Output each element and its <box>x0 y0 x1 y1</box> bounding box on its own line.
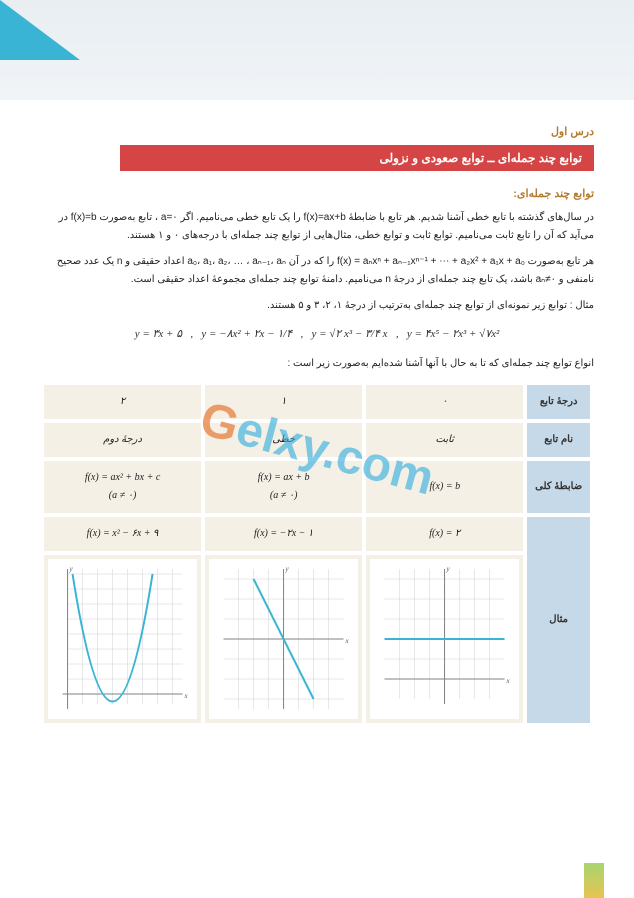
header-degree: درجهٔ تابع <box>527 385 590 419</box>
example-label: مثال : توابع زیر نمونه‌ای از توابع چند ج… <box>40 297 594 315</box>
formula-1: y = ۳x + ۵ <box>135 328 182 340</box>
cell-degree-0: ۰ <box>366 385 523 419</box>
header-name: نام تابع <box>527 423 590 457</box>
section-title: توابع چند جمله‌ای: <box>40 185 594 205</box>
cell-ex-formula-0: f(x) = ۲ <box>366 517 523 551</box>
cell-degree-2: ۲ <box>44 385 201 419</box>
formula-3: y = √۲ x³ − ۳/۴ x <box>311 328 387 340</box>
cell-form-1: f(x) = ax + b(a ≠ ۰) <box>205 461 362 513</box>
chapter-title: توابع چند جمله‌ای ــ توابع صعودی و نزولی <box>120 145 594 171</box>
formula-4: y = ۴x⁵ − ۲x³ + √۷x² <box>407 328 499 340</box>
graph-quadratic: x y <box>44 555 201 723</box>
cell-form-0: f(x) = b <box>366 461 523 513</box>
cell-ex-formula-1: f(x) = −۲x − ۱ <box>205 517 362 551</box>
paragraph-1: در سال‌های گذشته با تابع خطی آشنا شدیم. … <box>40 209 594 245</box>
formula-2: y = −۸x² + ۲x − ۱/۴ <box>201 328 292 340</box>
header-example: مثال <box>527 517 590 723</box>
cell-name-2: درجهٔ دوم <box>44 423 201 457</box>
lesson-label: درس اول <box>551 125 594 138</box>
graph-linear: x y <box>205 555 362 723</box>
cell-form-2: f(x) = ax² + bx + c(a ≠ ۰) <box>44 461 201 513</box>
cell-name-0: ثابت <box>366 423 523 457</box>
bottom-accent <box>584 863 604 898</box>
corner-triangle <box>0 0 80 60</box>
header-form: ضابطهٔ کلی <box>527 461 590 513</box>
cell-ex-formula-2: f(x) = x² − ۶x + ۹ <box>44 517 201 551</box>
formula-row: y = ۳x + ۵ , y = −۸x² + ۲x − ۱/۴ , y = √… <box>40 325 594 345</box>
cell-name-1: خطی <box>205 423 362 457</box>
table-intro: انواع توابع چند جمله‌ای که تا به حال با … <box>40 355 594 373</box>
paragraph-2: هر تابع به‌صورت f(x) = aₙxⁿ + aₙ₋₁xⁿ⁻¹ +… <box>40 253 594 289</box>
content-area: توابع چند جمله‌ای: در سال‌های گذشته با ت… <box>40 185 594 727</box>
polynomial-table: درجهٔ تابع ۰ ۱ ۲ نام تابع ثابت خطی درجهٔ… <box>40 381 594 727</box>
cell-degree-1: ۱ <box>205 385 362 419</box>
graph-constant: x y <box>366 555 523 723</box>
top-gradient <box>0 0 634 100</box>
